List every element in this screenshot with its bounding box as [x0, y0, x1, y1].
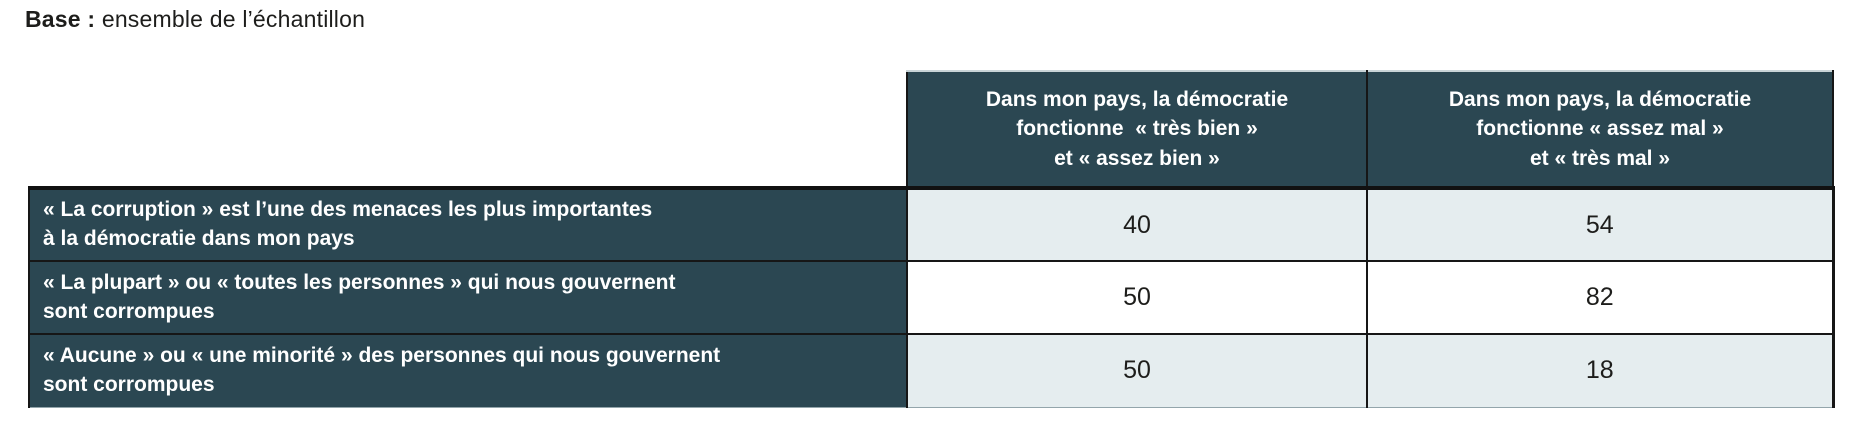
- column-header-democracy-works-badly: Dans mon pays, la démocratie fonctionne …: [1366, 70, 1834, 190]
- table-header: Dans mon pays, la démocratie fonctionne …: [29, 70, 1834, 190]
- column-header-democracy-works-well: Dans mon pays, la démocratie fonctionne …: [906, 70, 1368, 190]
- value-cell: 40: [906, 186, 1368, 262]
- results-table: Dans mon pays, la démocratie fonctionne …: [28, 70, 1835, 408]
- value-cell: 82: [1366, 260, 1835, 335]
- table-row-most-governing-corrupt: « La plupart » ou « toutes les personnes…: [28, 260, 1835, 335]
- row-label-line: « Aucune » ou « une minorité » des perso…: [43, 343, 721, 367]
- value-cell: 50: [906, 260, 1368, 335]
- row-label-most-governing-corrupt: « La plupart » ou « toutes les personnes…: [28, 260, 908, 335]
- table-row-corruption-threat: « La corruption » est l’une des menaces …: [28, 186, 1835, 262]
- header-line: et « assez bien »: [1054, 146, 1220, 170]
- row-label-corruption-threat: « La corruption » est l’une des menaces …: [28, 186, 908, 262]
- header-row: Dans mon pays, la démocratie fonctionne …: [29, 70, 1834, 190]
- row-label-line: à la démocratie dans mon pays: [43, 227, 355, 250]
- value-cell: 50: [906, 333, 1368, 408]
- table-corner-spacer: [29, 71, 907, 188]
- base-description: ensemble de l’échantillon: [95, 6, 366, 32]
- row-label-line: sont corrompues: [43, 372, 215, 396]
- row-label-minority-governing-corrupt: « Aucune » ou « une minorité » des perso…: [28, 333, 908, 408]
- row-label-line: « La plupart » ou « toutes les personnes…: [43, 270, 676, 294]
- header-line: et « très mal »: [1529, 146, 1671, 170]
- value-cell: 54: [1366, 186, 1835, 262]
- table-row-minority-governing-corrupt: « Aucune » ou « une minorité » des perso…: [28, 333, 1835, 408]
- header-line: fonctionne « assez mal »: [1476, 117, 1724, 141]
- value-cell: 18: [1366, 333, 1835, 408]
- row-label-line: « La corruption » est l’une des menaces …: [43, 198, 653, 222]
- row-label-line: sont corrompues: [43, 299, 215, 323]
- page-title: Base : ensemble de l’échantillon: [25, 6, 365, 33]
- header-line: Dans mon pays, la démocratie: [1448, 87, 1752, 111]
- header-line: Dans mon pays, la démocratie: [985, 87, 1289, 111]
- table-body: « La corruption » est l’une des menaces …: [28, 186, 1835, 408]
- header-line: fonctionne « très bien »: [1016, 117, 1258, 141]
- base-label: Base :: [25, 6, 96, 32]
